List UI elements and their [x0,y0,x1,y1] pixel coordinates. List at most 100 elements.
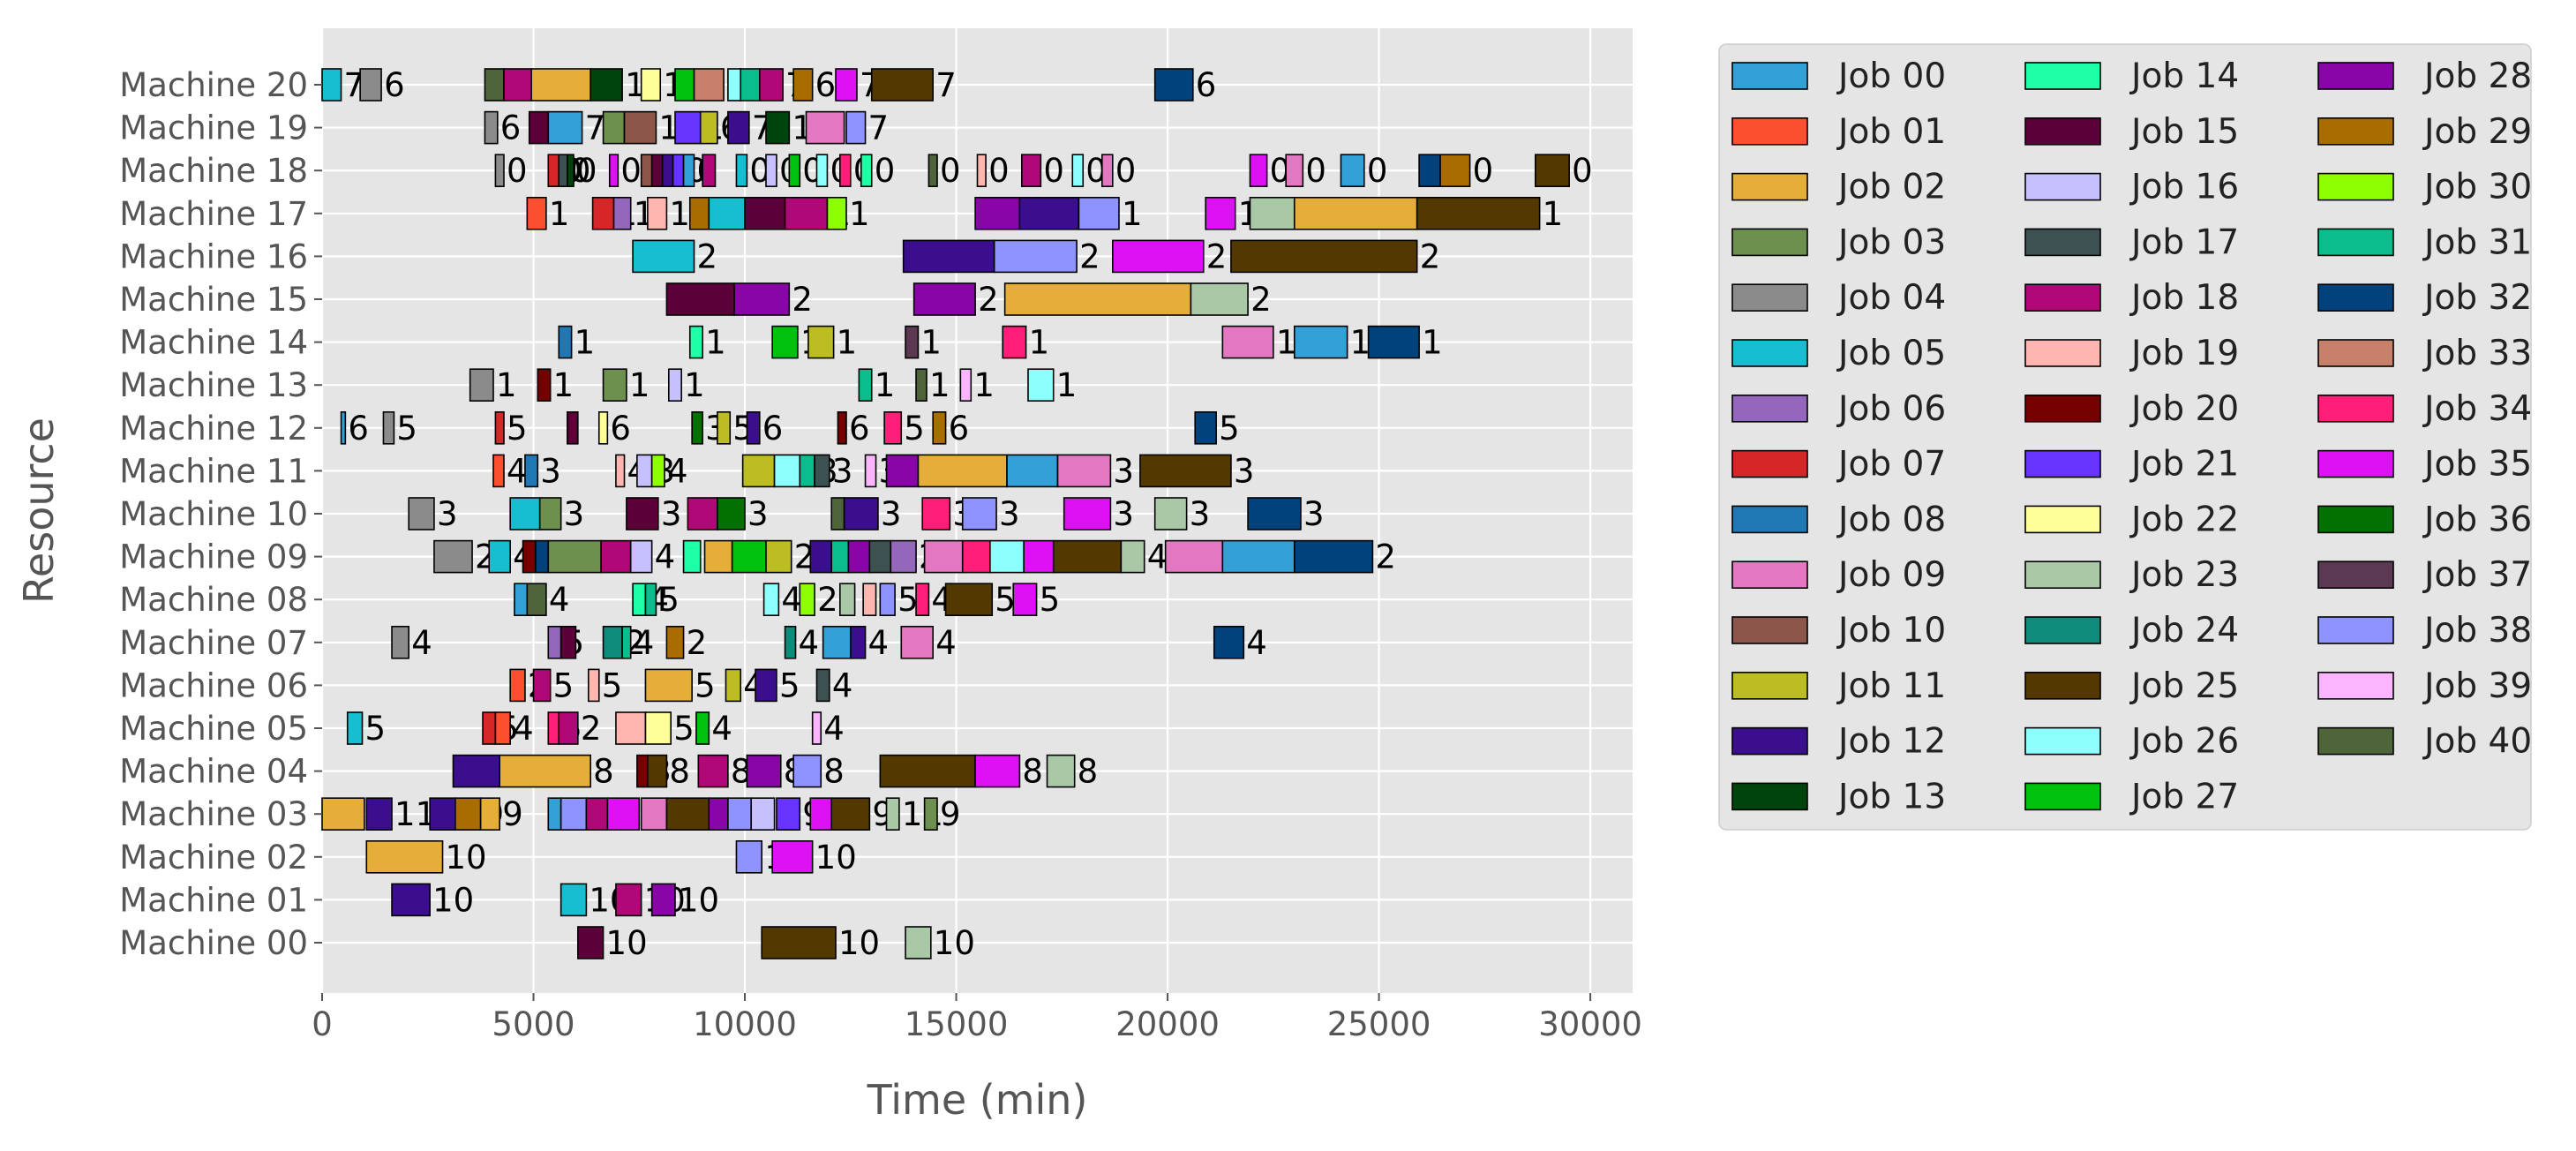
task-bar [615,454,626,488]
task-bar [602,110,626,145]
task-label: 1 [658,109,680,147]
task-bar [830,497,845,530]
task-bar [547,110,583,145]
task-label: 1 [496,366,517,404]
task-bar [727,797,753,831]
task-bar [858,368,873,402]
y-tick-label: Machine 08 [119,581,308,619]
task-bar [488,539,511,574]
legend-swatch [1731,782,1808,811]
task-label: 5 [779,666,800,704]
task-bar [883,410,903,445]
task-bar [740,68,761,102]
task-bar [547,711,560,745]
task-label: 1 [849,195,870,233]
task-label: 1 [920,324,942,362]
task-bar [746,410,761,445]
task-label: 1 [1350,324,1371,362]
task-bar [773,454,801,488]
y-tick-label: Machine 05 [119,710,308,748]
task-bar [547,154,560,187]
task-bar [830,539,850,574]
task-label: 4 [823,710,845,748]
x-tick-label: 25000 [1327,1005,1431,1043]
task-bar [482,711,497,745]
legend-label: Job 30 [2422,168,2532,207]
task-label: 2 [1079,237,1100,275]
y-tick-label: Machine 03 [119,795,308,833]
legend-label: Job 33 [2422,334,2532,373]
task-bar [1153,497,1188,530]
task-bar [321,797,365,831]
task-bar [514,583,529,617]
task-bar [636,454,653,488]
task-label: 2 [978,281,999,319]
task-bar [727,110,750,145]
task-bar [668,368,682,402]
task-bar [765,110,791,145]
task-bar [708,197,746,230]
task-label: 7 [935,66,957,104]
task-bar [776,797,801,831]
task-bar [1071,154,1085,187]
task-label: 6 [762,410,784,448]
legend-swatch [1731,449,1808,478]
task-bar [932,410,947,445]
task-label: 3 [999,495,1020,533]
task-label: 10 [838,924,880,962]
task-bar [547,539,602,574]
task-bar [717,497,746,530]
task-label: 3 [1303,495,1325,533]
legend-label: Job 01 [1836,112,1946,152]
task-bar [761,926,837,959]
task-label: 1 [837,324,858,362]
task-bar [535,539,550,574]
task-bar [672,154,685,187]
legend-label: Job 29 [2422,112,2532,152]
task-bar [612,197,632,230]
task-bar [750,797,776,831]
legend-swatch [2024,394,2101,423]
task-bar [1018,197,1080,230]
legend-label: Job 02 [1836,168,1946,207]
task-bar [771,325,799,359]
task-bar [702,154,717,187]
task-label: 3 [1190,495,1211,533]
task-bar [626,497,659,530]
task-bar [644,583,657,617]
task-label: 4 [935,624,957,662]
task-label: 5 [995,581,1016,619]
task-bar [408,497,435,530]
task-bar [944,583,994,617]
task-label: 3 [1113,452,1134,490]
task-bar [1535,154,1570,187]
task-label: 4 [667,452,688,490]
legend-swatch [1731,394,1808,423]
legend-label: Job 13 [1836,777,1946,816]
task-label: 5 [1040,581,1061,619]
legend-swatch [2024,782,2101,811]
legend-swatch [2024,62,2101,90]
task-bar [644,711,672,745]
task-bar [1285,154,1304,187]
task-label: 8 [669,753,690,791]
task-label: 6 [849,410,870,448]
task-bar [1003,282,1192,316]
task-label: 5 [553,666,575,704]
task-bar [391,883,431,917]
task-bar [452,754,500,788]
legend-label: Job 25 [2129,666,2239,706]
task-bar [784,197,829,230]
task-label: 2 [792,281,813,319]
legend-swatch [2317,117,2394,146]
task-bar [849,625,867,659]
task-bar [822,625,852,659]
task-label: 5 [897,581,919,619]
task-bar [1056,454,1112,488]
task-label: 6 [500,109,522,147]
task-bar [727,68,742,102]
legend-label: Job 14 [2129,56,2239,96]
task-bar [1078,197,1120,230]
task-bar [923,539,964,574]
legend-swatch [2317,228,2394,257]
